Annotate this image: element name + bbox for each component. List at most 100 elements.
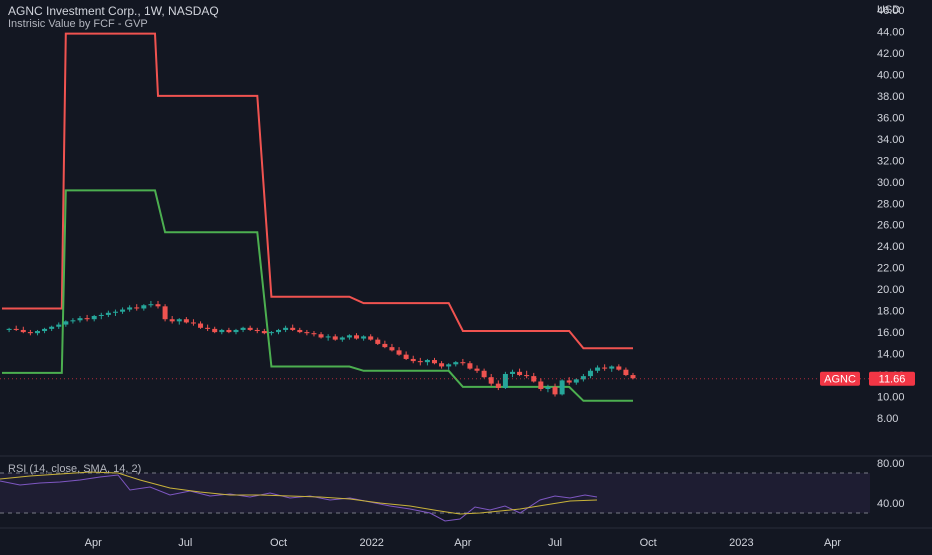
candle-body: [332, 336, 338, 340]
price-tick-label: 8.00: [877, 413, 898, 425]
candle-body: [290, 327, 296, 330]
candle-body: [566, 380, 572, 383]
candle-body: [609, 366, 615, 369]
candle-body: [247, 327, 253, 330]
candle-body: [98, 314, 104, 316]
candle-body: [382, 343, 388, 348]
candle-body: [162, 306, 168, 320]
candle-body: [595, 367, 601, 371]
time-axis-label: 2022: [359, 537, 383, 549]
candle-body: [545, 386, 551, 390]
candle-body: [304, 332, 310, 334]
candle-body: [467, 363, 473, 369]
candle-body: [212, 328, 218, 333]
candle-body: [77, 318, 83, 321]
candle-body: [141, 305, 147, 309]
candle-body: [105, 312, 111, 315]
candle-body: [517, 371, 523, 376]
candle-body: [446, 364, 452, 367]
candle-body: [410, 358, 416, 362]
symbol-title[interactable]: AGNC Investment Corp., 1W, NASDAQ: [8, 4, 219, 18]
rsi-band-fill: [0, 473, 870, 513]
price-tick-label: 36.00: [877, 112, 905, 124]
indicator-title[interactable]: Instrisic Value by FCF - GVP: [8, 18, 148, 30]
candle-body: [112, 311, 118, 313]
candle-body: [417, 361, 423, 363]
candle-body: [268, 332, 274, 334]
candle-body: [460, 362, 466, 364]
time-axis-label: Jul: [178, 537, 192, 549]
time-axis-label: Apr: [85, 537, 102, 549]
candle-body: [559, 380, 565, 395]
currency-label: USD: [877, 4, 900, 16]
candle-body: [176, 319, 182, 322]
candle-body: [538, 381, 544, 390]
candle-body: [375, 339, 381, 344]
price-tick-label: 24.00: [877, 241, 905, 253]
candle-body: [325, 336, 331, 338]
candle-body: [34, 331, 40, 334]
candle-body: [91, 316, 97, 320]
candle-body: [219, 329, 225, 333]
candle-body: [183, 319, 189, 323]
time-axis-label: Oct: [270, 537, 287, 549]
symbol-tag-bg: [820, 371, 860, 386]
price-tick-label: 30.00: [877, 177, 905, 189]
candle-body: [134, 307, 140, 309]
candle-body: [276, 329, 282, 333]
candle-body: [42, 328, 48, 332]
time-axis-label: 2023: [729, 537, 753, 549]
candle-body: [13, 328, 19, 330]
candle-body: [283, 327, 289, 330]
candle-body: [297, 329, 303, 333]
candle-body: [226, 329, 232, 333]
candle-body: [49, 326, 55, 329]
price-tick-label: 18.00: [877, 306, 905, 318]
candle-body: [205, 327, 211, 329]
candle-body: [84, 318, 90, 320]
candle-body: [453, 362, 459, 365]
candle-body: [389, 347, 395, 351]
candle-body: [354, 335, 360, 339]
candle-body: [339, 337, 345, 340]
candle-body: [396, 350, 402, 355]
price-tag-bg: [869, 371, 915, 386]
price-tick-label: 14.00: [877, 349, 905, 361]
price-tick-label: 34.00: [877, 134, 905, 146]
candle-body: [6, 328, 12, 330]
candle-body: [424, 360, 430, 363]
time-axis-label: Oct: [640, 537, 657, 549]
candle-body: [502, 373, 508, 388]
candle-body: [573, 379, 579, 383]
candle-body: [509, 371, 515, 374]
candle-body: [602, 367, 608, 369]
rsi-tick-label: 40.00: [877, 498, 905, 510]
candle-body: [127, 307, 133, 310]
rsi-ma-line: [0, 471, 598, 515]
upper-value-line: [2, 32, 633, 350]
candle-body: [368, 336, 374, 340]
rsi-tick-label: 80.00: [877, 458, 905, 470]
candle-body: [623, 369, 629, 376]
candle-body: [361, 336, 367, 339]
candle-body: [190, 322, 196, 324]
price-tick-label: 16.00: [877, 327, 905, 339]
candle-body: [630, 375, 636, 379]
rsi-title[interactable]: RSI (14, close, SMA, 14, 2): [8, 463, 142, 475]
price-tick-label: 44.00: [877, 26, 905, 38]
lower-value-line: [2, 189, 633, 402]
price-tick-label: 46.00: [877, 5, 905, 17]
candle-body: [20, 329, 26, 333]
price-tick-label: 28.00: [877, 198, 905, 210]
price-tag-label: 11.66: [879, 374, 906, 386]
candle-body: [616, 366, 622, 370]
candle-body: [481, 370, 487, 378]
candle-body: [495, 383, 501, 388]
price-tick-label: 40.00: [877, 69, 905, 81]
time-axis-label: Jul: [548, 537, 562, 549]
candle-body: [27, 332, 33, 334]
price-tick-label: 32.00: [877, 155, 905, 167]
candle-body: [431, 360, 437, 364]
